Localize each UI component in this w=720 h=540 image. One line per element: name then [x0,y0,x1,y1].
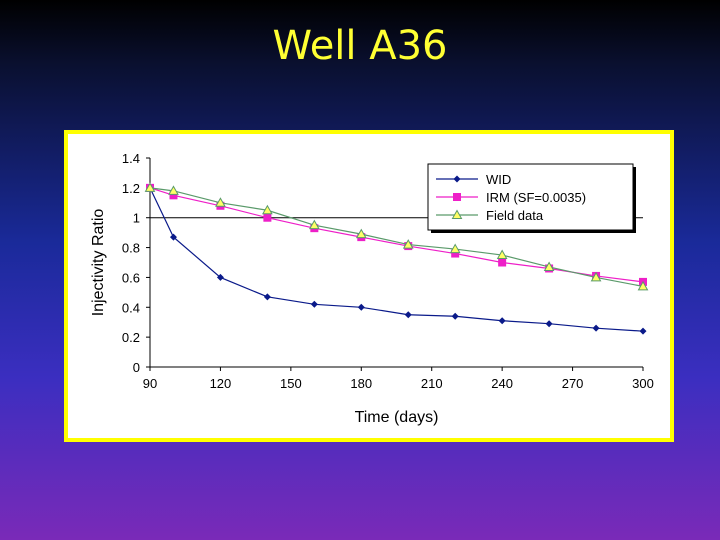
data-point [451,249,460,258]
data-point [215,197,226,207]
y-tick-label: 1.4 [122,151,140,166]
legend-marker [451,209,463,219]
data-point [355,228,367,239]
legend-marker [453,175,461,183]
y-tick-label: 1.2 [122,181,140,196]
data-point [451,312,459,320]
legend-marker [453,193,461,201]
series-line-0 [149,187,644,332]
y-tick-label: 1 [133,211,140,226]
data-point [310,300,318,308]
x-tick-label: 300 [632,376,654,391]
y-tick-label: 0.8 [122,241,140,256]
chart-frame: 0 0.2 0.4 0.6 0.8 1 1.2 1.4 90 120 150 180 210 240 270… [64,130,674,442]
x-tick-label: 240 [491,376,513,391]
x-tick-label: 270 [562,376,584,391]
data-point [168,185,179,195]
x-axis-title: Time (days) [355,409,439,426]
legend-entry: WID [486,172,511,187]
slide-title: Well A36 [272,23,448,69]
y-tick-label: 0 [133,360,140,375]
data-point [498,317,506,325]
y-tick-label: 0.6 [122,270,140,285]
data-point [590,271,602,282]
x-tick-label: 90 [143,376,157,391]
legend-entry: IRM (SF=0.0035) [486,190,586,205]
data-point [169,191,178,200]
y-axis-title: Injectivity Ratio [90,209,107,317]
data-point [496,249,508,260]
data-point [404,311,412,319]
data-point [262,204,273,215]
line-chart: 0 0.2 0.4 0.6 0.8 1 1.2 1.4 90 120 150 180 210 240 270… [90,151,654,426]
data-point [357,303,365,311]
x-tick-label: 120 [210,376,232,391]
y-tick-label: 0.2 [122,330,140,345]
x-tick-label: 150 [280,376,302,391]
data-point [545,320,553,328]
data-point [263,293,271,301]
x-tick-label: 210 [421,376,443,391]
x-tick-label: 180 [350,376,372,391]
data-point [449,243,461,254]
data-point [639,327,647,335]
data-point [592,324,600,332]
data-point [402,239,414,249]
data-point [263,213,272,222]
data-point [543,261,555,271]
data-point [144,182,156,192]
data-point [498,258,507,267]
data-point [216,273,224,281]
legend-entry: Field data [486,208,544,223]
data-point [169,233,177,241]
series-line-2 [149,187,644,287]
data-point [637,280,649,291]
data-point [308,219,320,230]
y-tick-label: 0.4 [122,300,140,315]
series-line-1 [149,187,644,283]
